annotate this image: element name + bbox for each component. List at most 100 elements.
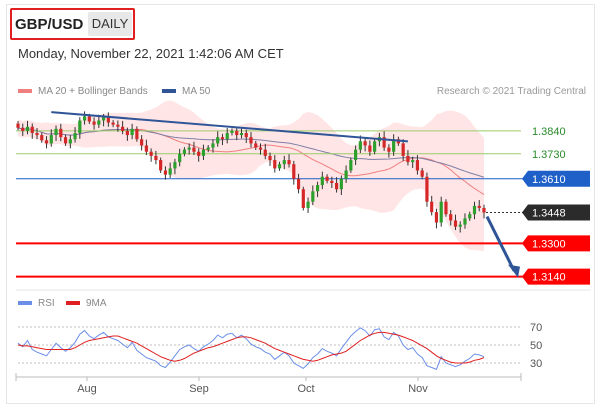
projection-arrow-line xyxy=(485,215,516,272)
level-tag-1.3610 xyxy=(522,170,590,187)
candle-body xyxy=(82,116,87,121)
candle-body xyxy=(463,218,467,225)
candle-body xyxy=(344,170,348,179)
rsi-line xyxy=(17,327,485,370)
candle-body xyxy=(182,149,187,154)
rsi-ma-swatch xyxy=(66,301,80,306)
rsi-level-label-70: 70 xyxy=(530,322,542,334)
candle-body xyxy=(97,120,101,125)
candle-body xyxy=(201,149,206,156)
candle-body xyxy=(311,191,315,202)
candle-body xyxy=(44,140,49,144)
candle-body xyxy=(415,160,420,171)
candle-body xyxy=(339,178,343,190)
level-tag-1.3448 xyxy=(522,204,590,221)
candle-body xyxy=(401,143,405,156)
rsi-swatch xyxy=(18,301,32,306)
candle-body xyxy=(306,201,310,208)
candle-body xyxy=(458,224,462,227)
candle-body xyxy=(111,122,115,125)
resistance-trendline xyxy=(51,111,408,143)
candle-body xyxy=(387,147,391,152)
ma50-label: MA 50 xyxy=(182,86,211,97)
candle-body xyxy=(144,145,148,152)
candle-body xyxy=(382,137,386,148)
candle-body xyxy=(49,135,53,144)
candle-body xyxy=(154,155,158,161)
datetime-label: Monday, November 22, 2021 1:42:06 AM CET xyxy=(18,46,284,61)
candle-body xyxy=(220,137,225,140)
candle-body xyxy=(68,139,72,144)
candle-body xyxy=(449,214,453,221)
legend-rsi: RSI xyxy=(18,298,55,309)
candle-body xyxy=(21,127,25,131)
candle-body xyxy=(268,155,272,161)
projection-arrow-head xyxy=(508,264,520,278)
x-tick-label-Aug: Aug xyxy=(77,383,97,395)
candle-body xyxy=(334,182,339,190)
candle-body xyxy=(116,124,120,127)
legend-ma-bb: MA 20 + Bollinger Bands xyxy=(18,86,148,97)
x-tick-label-Oct: Oct xyxy=(297,383,314,395)
candle-body xyxy=(135,128,139,140)
candle-body xyxy=(130,128,134,136)
candle-body xyxy=(320,176,324,186)
period-button[interactable]: DAILY xyxy=(88,12,132,36)
candle-body xyxy=(125,130,129,136)
candle-body xyxy=(106,117,110,123)
candle-body xyxy=(292,164,296,179)
candle-body xyxy=(287,160,291,165)
x-tick-label-Nov: Nov xyxy=(408,383,428,395)
candle-body xyxy=(434,212,439,223)
rsi-level-label-30: 30 xyxy=(530,358,542,370)
level-label-1.3300: 1.3300 xyxy=(532,238,566,250)
candle-body xyxy=(406,155,410,163)
candle-body xyxy=(358,141,362,150)
level-tag-1.3300 xyxy=(522,235,590,252)
candle-body xyxy=(325,176,329,181)
x-tick-label-Sep: Sep xyxy=(189,383,209,395)
candle-body xyxy=(263,149,267,156)
candle-body xyxy=(330,180,334,183)
candle-body xyxy=(472,205,477,215)
bollinger-band xyxy=(18,100,484,252)
credit-label: Research © 2021 Trading Central xyxy=(436,86,586,97)
level-label-1.3840: 1.3840 xyxy=(532,126,566,138)
candle-body xyxy=(163,170,168,175)
candle-body xyxy=(235,130,239,136)
candle-body xyxy=(277,164,282,169)
candle-body xyxy=(282,160,286,165)
ma50-swatch xyxy=(162,89,176,94)
candle-body xyxy=(411,160,415,163)
candle-body xyxy=(225,132,229,140)
candle-body xyxy=(230,130,234,133)
candle-body xyxy=(73,132,77,140)
candle-body xyxy=(149,151,153,156)
candle-body xyxy=(249,137,253,144)
candle-body xyxy=(211,143,215,148)
candle-body xyxy=(40,135,44,141)
candle-body xyxy=(363,141,367,146)
candle-body xyxy=(301,189,305,208)
candle-body xyxy=(101,117,106,121)
candle-body xyxy=(192,147,196,152)
candle-body xyxy=(30,126,34,133)
candle-body xyxy=(453,220,458,227)
candle-body xyxy=(25,126,30,131)
level-label-1.3730: 1.3730 xyxy=(532,149,566,161)
candle-body xyxy=(430,201,434,213)
level-label-1.3140: 1.3140 xyxy=(532,272,566,284)
candle-body xyxy=(373,141,377,152)
rsi-label: RSI xyxy=(38,298,55,309)
candle-body xyxy=(368,145,372,152)
candle-body xyxy=(354,149,358,161)
candle-body xyxy=(187,147,191,150)
rsi-level-label-50: 50 xyxy=(530,340,542,352)
candle-body xyxy=(258,147,263,150)
candle-body xyxy=(178,153,182,163)
candle-body xyxy=(206,147,210,150)
candle-body xyxy=(159,160,163,171)
candle-body xyxy=(197,151,201,156)
candle-body xyxy=(173,162,177,169)
